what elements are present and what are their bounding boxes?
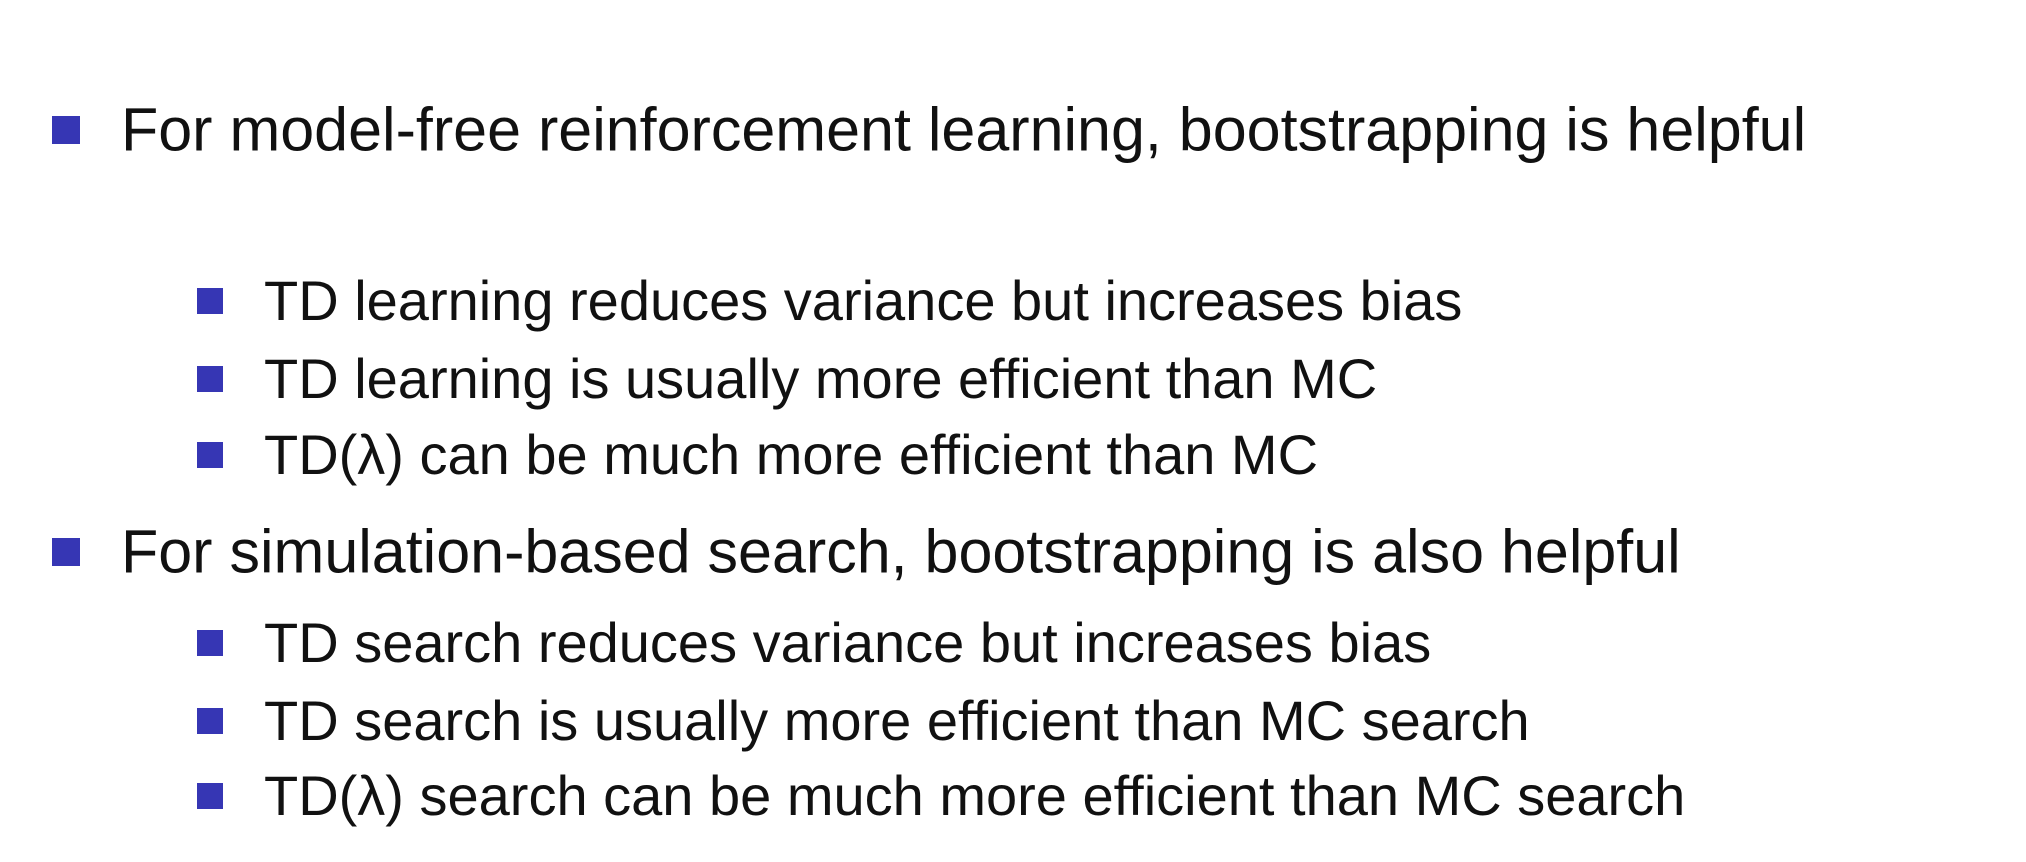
sub-bullet-text: TD(λ) search can be much more efficient … bbox=[264, 764, 1686, 827]
bullet-text: For simulation-based search, bootstrappi… bbox=[121, 517, 1681, 586]
bullet-square bbox=[52, 116, 80, 144]
sub-bullet-text: TD(λ) can be much more efficient than MC bbox=[264, 423, 1319, 486]
sub-bullet-text: TD search is usually more efficient than… bbox=[264, 689, 1530, 752]
sub-bullet-square bbox=[197, 783, 223, 809]
sub-bullet-text: TD learning reduces variance but increas… bbox=[264, 269, 1463, 332]
sub-bullet-square bbox=[197, 288, 223, 314]
sub-bullet-text: TD learning is usually more efficient th… bbox=[264, 347, 1378, 410]
bullet-square bbox=[52, 538, 80, 566]
sub-bullet-square bbox=[197, 366, 223, 392]
sub-bullet-text: TD search reduces variance but increases… bbox=[264, 611, 1432, 674]
sub-bullet-square bbox=[197, 708, 223, 734]
sub-bullet-square bbox=[197, 442, 223, 468]
bullet-text: For model-free reinforcement learning, b… bbox=[121, 95, 1807, 164]
sub-bullet-square bbox=[197, 630, 223, 656]
